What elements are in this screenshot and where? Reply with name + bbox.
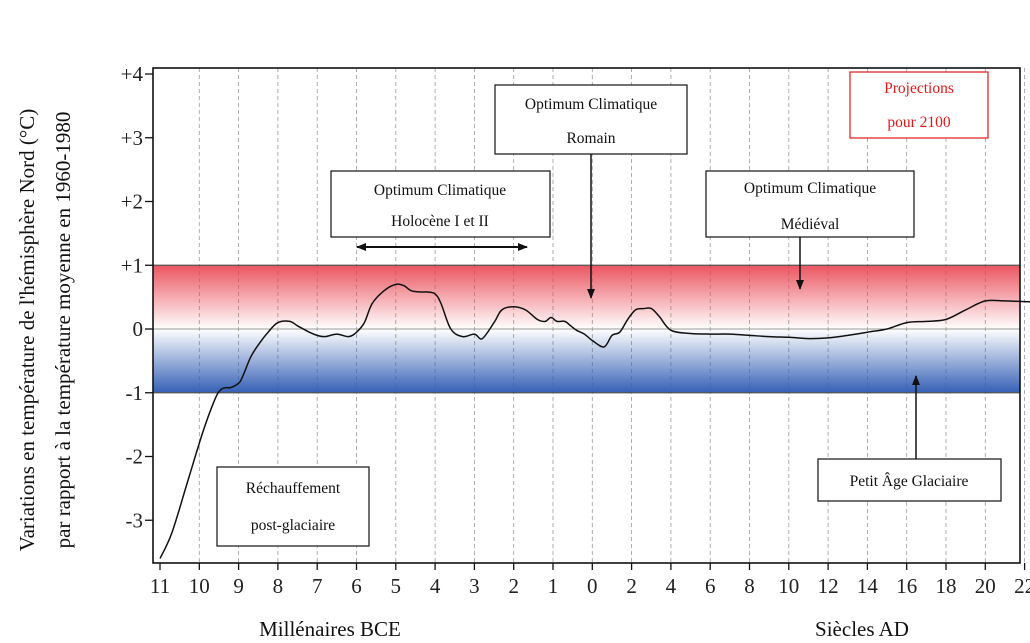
y-tick-label-0: +4	[121, 62, 144, 86]
x-tick-label-14: 6	[705, 574, 716, 598]
x-axis-label-ad: Siècles AD	[815, 617, 909, 641]
annotation-postglacial-line1: Réchauffement	[246, 480, 341, 497]
x-tick-label-21: 20	[975, 574, 996, 598]
x-tick-label-22: 22	[1014, 574, 1030, 598]
annotation-projections-line1: Projections	[884, 80, 954, 97]
y-tick-label-4: 0	[133, 317, 144, 341]
temperature-series-line	[159, 283, 1030, 559]
annotation-medieval-line2: Médiéval	[781, 216, 840, 233]
annotation-little-ice-age-box	[817, 458, 1002, 502]
annotation-projections-box	[849, 71, 989, 139]
annotation-holocene-line2: Holocène I et II	[391, 213, 489, 230]
y-tick-label-1: +3	[121, 126, 143, 150]
x-tick-label-20: 18	[936, 574, 957, 598]
annotation-little-ice-age: Petit Âge Glaciaire	[817, 375, 1002, 502]
x-tick-label-16: 10	[778, 574, 799, 598]
x-tick-label-19: 16	[896, 574, 917, 598]
y-tick-label-6: -2	[126, 445, 144, 469]
x-tick-label-9: 2	[508, 574, 519, 598]
annotation-holocene: Optimum Climatique Holocène I et II	[330, 170, 551, 251]
anomaly-bands	[153, 264, 1020, 394]
annotation-roman-line2: Romain	[566, 130, 615, 147]
y-tick-label-7: -3	[126, 508, 144, 532]
y-tick-label-3: +1	[121, 253, 143, 277]
series-layer	[159, 283, 1030, 559]
annotation-holocene-line1: Optimum Climatique	[374, 182, 506, 199]
annotation-postglacial-box	[216, 466, 370, 547]
plot-frame	[152, 67, 1021, 564]
annotation-roman-box	[494, 84, 688, 155]
annotation-roman-line1: Optimum Climatique	[525, 96, 657, 113]
x-tick-label-1: 10	[189, 574, 210, 598]
annotation-medieval-line1: Optimum Climatique	[744, 180, 876, 197]
x-tick-label-0: 11	[150, 574, 170, 598]
x-tick-label-18: 14	[857, 574, 879, 598]
annotation-medieval: Optimum Climatique Médiéval	[705, 170, 915, 290]
annotation-medieval-box	[705, 170, 915, 238]
x-tick-label-4: 7	[312, 574, 323, 598]
annotation-projections-line2: pour 2100	[887, 114, 951, 131]
x-tick-label-3: 8	[273, 574, 284, 598]
x-tick-label-17: 12	[818, 574, 839, 598]
x-tick-label-12: 2	[626, 574, 637, 598]
x-tick-label-5: 6	[351, 574, 362, 598]
plot-border	[152, 67, 1021, 564]
cold-band	[153, 329, 1020, 393]
annotation-projections: Projections pour 2100	[849, 71, 989, 139]
x-tick-label-11: 0	[587, 574, 598, 598]
x-tick-label-7: 4	[430, 574, 441, 598]
annotation-holocene-box	[330, 170, 551, 238]
x-tick-label-6: 5	[391, 574, 402, 598]
x-tick-label-13: 4	[666, 574, 677, 598]
y-axis-ticks: +4 +3 +2 +1 0 -1 -2 -3	[121, 62, 153, 532]
y-axis-label-line1: Variations en température de l'hémisphèr…	[15, 109, 39, 552]
x-tick-label-15: 8	[744, 574, 755, 598]
x-tick-label-8: 3	[469, 574, 480, 598]
x-axis-label-bce: Millénaires BCE	[259, 617, 401, 641]
x-tick-label-10: 1	[548, 574, 559, 598]
annotation-little-ice-age-text: Petit Âge Glaciaire	[850, 473, 969, 490]
annotation-postglacial: Réchauffement post-glaciaire	[216, 466, 370, 547]
annotation-postglacial-line2: post-glaciaire	[251, 517, 335, 534]
x-axis-ticks: 11 10 9 8 7 6 5 4 3 2 1 0 2 4 6 8 10 12 14 16 18 20 22	[150, 563, 1030, 598]
annotation-roman: Optimum Climatique Romain	[494, 84, 688, 299]
y-tick-label-2: +2	[121, 190, 143, 214]
y-tick-label-5: -1	[126, 381, 144, 405]
x-tick-label-2: 9	[233, 574, 244, 598]
y-axis-label-line2: par rapport à la température moyenne en …	[51, 112, 75, 549]
warm-band	[153, 265, 1020, 329]
